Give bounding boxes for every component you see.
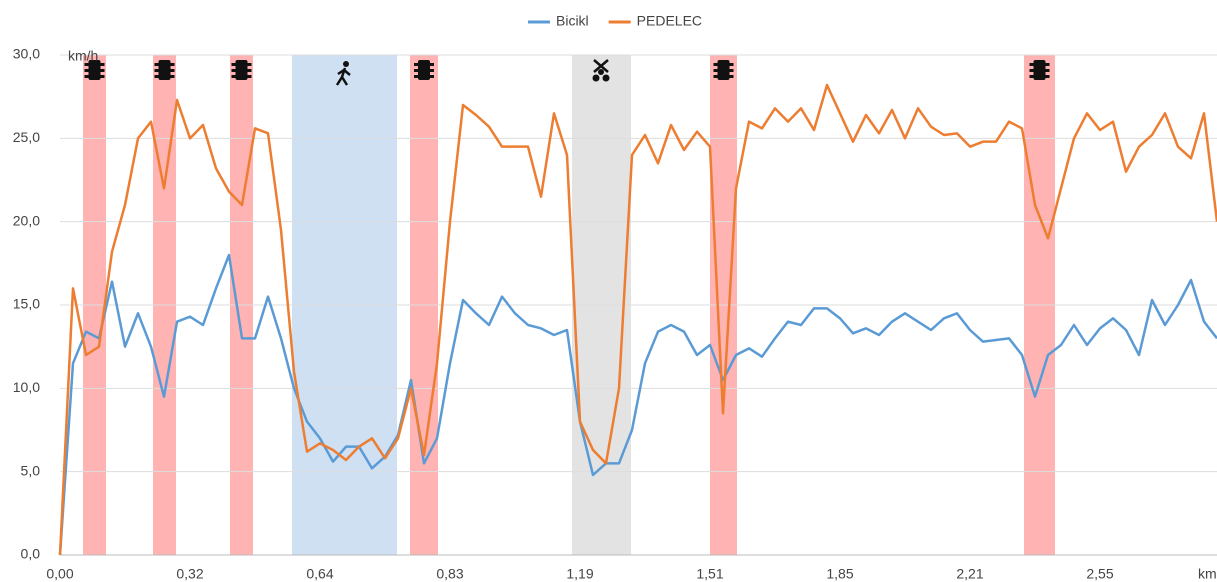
traffic-light-icon	[713, 75, 734, 78]
traffic-light-icon	[1029, 63, 1050, 66]
x-tick-label: 2,21	[956, 566, 983, 582]
x-unit: km	[1198, 566, 1217, 582]
traffic-light-icon	[414, 63, 434, 66]
x-tick-label: 0,32	[176, 566, 203, 582]
x-tick-label: 2,55	[1086, 566, 1113, 582]
traffic-light-icon	[1029, 69, 1050, 72]
x-tick-label: 0,83	[436, 566, 463, 582]
x-tick-label: 0,00	[46, 566, 73, 582]
traffic-light-icon	[231, 63, 252, 66]
legend-label: PEDELEC	[637, 13, 702, 29]
y-tick-label: 15,0	[13, 296, 40, 312]
traffic-light-icon	[231, 69, 252, 72]
y-tick-label: 0,0	[21, 546, 41, 562]
traffic-light-icon	[231, 75, 252, 78]
y-tick-label: 10,0	[13, 379, 40, 395]
crossing-icon	[592, 74, 600, 82]
traffic-light-icon	[84, 69, 105, 72]
traffic-light-icon	[154, 63, 175, 66]
traffic-light-icon	[414, 75, 434, 78]
y-tick-label: 20,0	[13, 212, 40, 228]
x-tick-label: 0,64	[306, 566, 333, 582]
x-tick-label: 1,51	[696, 566, 723, 582]
traffic-light-icon	[154, 75, 175, 78]
series-line	[58, 83, 1217, 556]
walker-icon	[343, 61, 349, 67]
y-tick-label: 25,0	[13, 129, 40, 145]
walker-icon	[335, 67, 351, 86]
y-tick-label: 30,0	[13, 46, 40, 62]
x-tick-label: 1,19	[566, 566, 593, 582]
traffic-light-icon	[713, 63, 734, 66]
y-unit: km/h	[68, 48, 98, 64]
traffic-light-icon	[1029, 75, 1050, 78]
traffic-light-icon	[154, 69, 175, 72]
traffic-light-icon	[713, 69, 734, 72]
series-line	[58, 253, 1217, 556]
crossing-icon	[598, 69, 604, 75]
traffic-light-icon	[84, 63, 105, 66]
legend-label: Bicikl	[556, 13, 589, 29]
y-tick-label: 5,0	[21, 462, 41, 478]
traffic-light-icon	[414, 69, 434, 72]
icons	[84, 59, 1050, 86]
crossing-icon	[593, 59, 609, 73]
traffic-light-icon	[84, 75, 105, 78]
x-tick-label: 1,85	[826, 566, 853, 582]
plot	[58, 83, 1217, 556]
crossing-icon	[602, 74, 610, 82]
